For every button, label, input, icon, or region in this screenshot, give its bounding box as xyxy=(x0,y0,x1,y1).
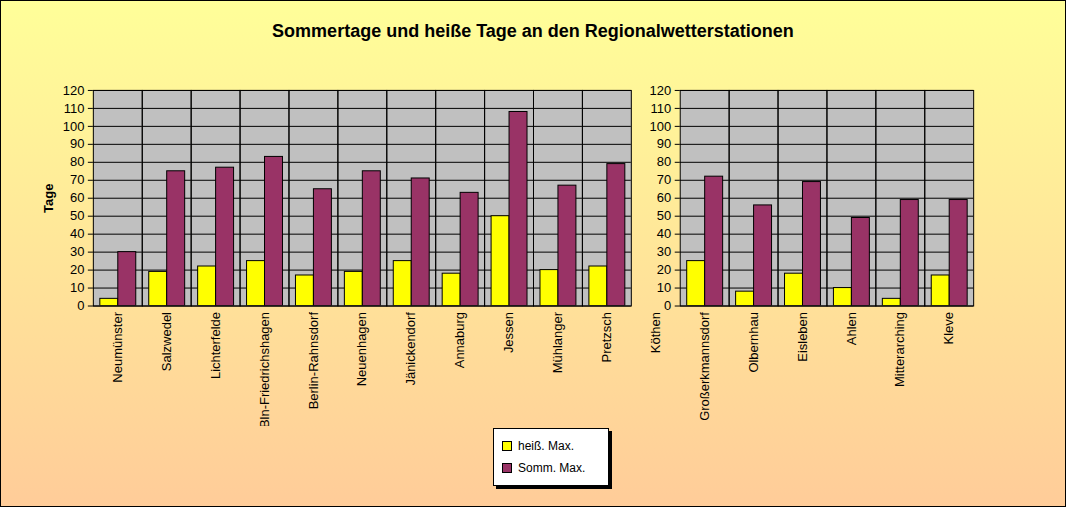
svg-text:10: 10 xyxy=(657,280,671,295)
html-text:heiß. Max.: heiß. Max. xyxy=(518,439,574,454)
svg-text:50: 50 xyxy=(657,208,671,223)
svg-text:120: 120 xyxy=(650,83,672,98)
svg-text:40: 40 xyxy=(657,226,671,241)
svg-text:Köthen: Köthen xyxy=(648,312,663,353)
svg-text:Berlin-Rahnsdorf: Berlin-Rahnsdorf xyxy=(306,312,321,410)
svg-text:Neumünster: Neumünster xyxy=(110,311,125,382)
svg-text:0: 0 xyxy=(664,298,671,313)
html-text:Somm. Max.: Somm. Max. xyxy=(518,461,586,476)
html-text:Sommertage und heiße Tage an d: Sommertage und heiße Tage an den Regiona… xyxy=(272,21,794,41)
svg-text:40: 40 xyxy=(70,226,84,241)
svg-text:30: 30 xyxy=(70,244,84,259)
svg-text:Olbernhau: Olbernhau xyxy=(746,312,761,373)
svg-text:90: 90 xyxy=(70,136,84,151)
svg-text:Annaburg: Annaburg xyxy=(452,312,467,368)
svg-text:100: 100 xyxy=(650,119,672,134)
svg-text:80: 80 xyxy=(657,154,671,169)
svg-text:60: 60 xyxy=(70,190,84,205)
svg-text:90: 90 xyxy=(657,136,671,151)
svg-text:10: 10 xyxy=(70,280,84,295)
svg-text:Großerkmannsdorf: Großerkmannsdorf xyxy=(697,312,712,421)
svg-text:0: 0 xyxy=(77,298,84,313)
svg-text:50: 50 xyxy=(70,208,84,223)
svg-text:100: 100 xyxy=(63,119,85,134)
svg-text:70: 70 xyxy=(657,172,671,187)
svg-text:20: 20 xyxy=(657,262,671,277)
svg-text:Kleve: Kleve xyxy=(941,312,956,344)
svg-text:80: 80 xyxy=(70,154,84,169)
svg-text:Jessen: Jessen xyxy=(501,312,516,353)
svg-text:Neuenhagen: Neuenhagen xyxy=(354,312,369,386)
svg-text:Mitterarching: Mitterarching xyxy=(892,312,907,387)
svg-text:Pretzsch: Pretzsch xyxy=(599,312,614,362)
svg-text:Bln-Friedrichshagen: Bln-Friedrichshagen xyxy=(257,312,272,426)
svg-text:Lichterfelde: Lichterfelde xyxy=(208,312,223,379)
svg-text:Mühlanger: Mühlanger xyxy=(550,311,565,373)
svg-text:110: 110 xyxy=(64,101,85,116)
svg-text:Salzwedel: Salzwedel xyxy=(159,312,174,371)
svg-text:60: 60 xyxy=(657,190,671,205)
svg-text:110: 110 xyxy=(651,101,672,116)
svg-text:Eisleben: Eisleben xyxy=(795,312,810,362)
svg-text:70: 70 xyxy=(70,172,84,187)
svg-text:30: 30 xyxy=(657,244,671,259)
svg-text:Jänickendorf: Jänickendorf xyxy=(403,312,418,386)
svg-text:120: 120 xyxy=(63,83,85,98)
svg-text:20: 20 xyxy=(70,262,84,277)
svg-text:Ahlen: Ahlen xyxy=(844,312,859,345)
svg-text:Tage: Tage xyxy=(41,184,56,213)
